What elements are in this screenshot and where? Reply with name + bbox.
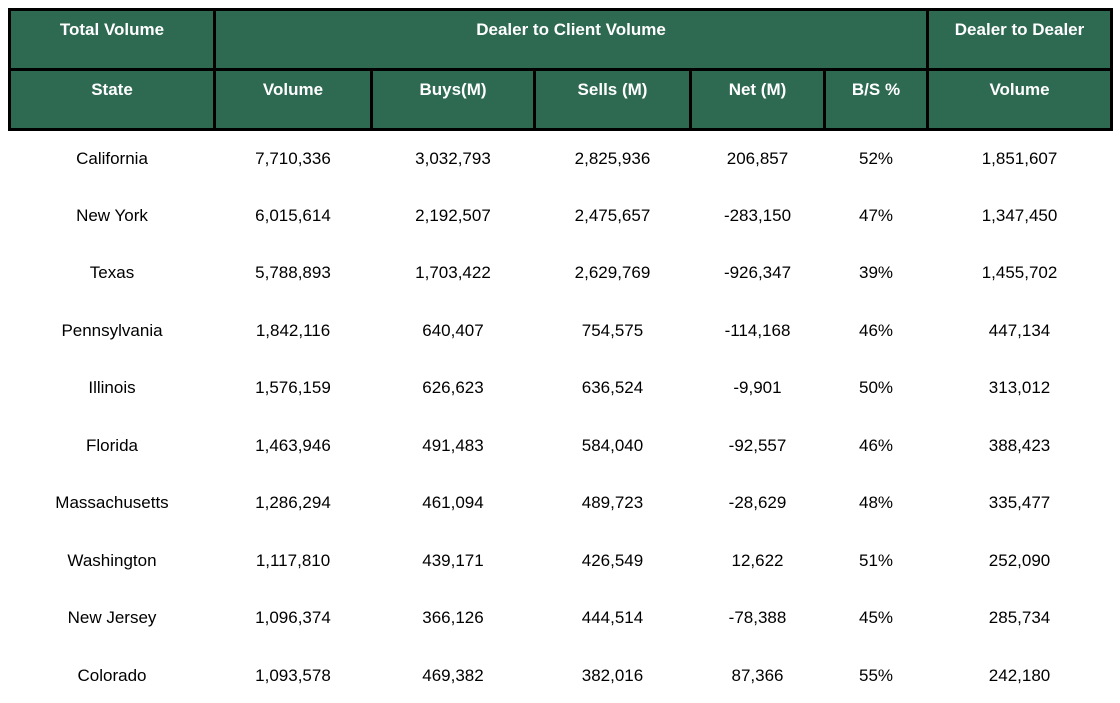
cell-net_m: 12,622: [690, 532, 825, 590]
cell-net_m: 87,366: [690, 647, 825, 703]
cell-buys_m: 2,192,507: [371, 187, 535, 245]
cell-d2d_volume: 335,477: [927, 474, 1112, 532]
cell-bs_pct: 55%: [824, 647, 928, 703]
cell-d2d_volume: 252,090: [927, 532, 1112, 590]
column-header-d2d-volume: Volume: [926, 68, 1114, 131]
cell-state: Illinois: [9, 359, 215, 417]
cell-d2d_volume: 447,134: [927, 302, 1112, 360]
cell-net_m: -28,629: [690, 474, 825, 532]
table-row: Massachusetts 1,286,294 461,094 489,723 -28,…: [9, 474, 1112, 532]
cell-bs_pct: 45%: [824, 589, 928, 647]
cell-net_m: -78,388: [690, 589, 825, 647]
cell-d2d_volume: 1,347,450: [927, 187, 1112, 245]
cell-state: New York: [9, 187, 215, 245]
table-body: California 7,710,336 3,032,793 2,825,936 206…: [9, 129, 1112, 703]
header-group-row: Total Volume Dealer to Client Volume Dea…: [8, 8, 1114, 71]
cell-buys_m: 439,171: [371, 532, 535, 590]
cell-bs_pct: 39%: [824, 244, 928, 302]
header-columns-row: State Volume Buys(M) Sells (M) Net (M) B…: [8, 68, 1114, 131]
cell-bs_pct: 50%: [824, 359, 928, 417]
cell-sells_m: 426,549: [534, 532, 691, 590]
cell-d2d_volume: 1,455,702: [927, 244, 1112, 302]
header-dealer-to-client-volume: Dealer to Client Volume: [212, 8, 930, 71]
cell-net_m: -9,901: [690, 359, 825, 417]
column-header-buys-m: Buys(M): [370, 68, 536, 131]
cell-bs_pct: 52%: [824, 129, 928, 187]
column-header-bs-pct: B/S %: [822, 68, 930, 131]
cell-bs_pct: 51%: [824, 532, 928, 590]
table-row: Florida 1,463,946 491,483 584,040 -92,557 46%…: [9, 417, 1112, 475]
cell-bs_pct: 46%: [824, 417, 928, 475]
cell-sells_m: 444,514: [534, 589, 691, 647]
cell-volume: 1,093,578: [214, 647, 372, 703]
cell-buys_m: 461,094: [371, 474, 535, 532]
cell-sells_m: 2,629,769: [534, 244, 691, 302]
cell-sells_m: 2,475,657: [534, 187, 691, 245]
cell-state: Pennsylvania: [9, 302, 215, 360]
table-row: Illinois 1,576,159 626,623 636,524 -9,901 50%…: [9, 359, 1112, 417]
cell-sells_m: 2,825,936: [534, 129, 691, 187]
cell-d2d_volume: 313,012: [927, 359, 1112, 417]
column-header-sells-m: Sells (M): [533, 68, 692, 131]
cell-volume: 5,788,893: [214, 244, 372, 302]
cell-volume: 1,576,159: [214, 359, 372, 417]
cell-d2d_volume: 285,734: [927, 589, 1112, 647]
cell-d2d_volume: 388,423: [927, 417, 1112, 475]
cell-net_m: -114,168: [690, 302, 825, 360]
table-row: Pennsylvania 1,842,116 640,407 754,575 -114,…: [9, 302, 1112, 360]
cell-net_m: -92,557: [690, 417, 825, 475]
cell-sells_m: 489,723: [534, 474, 691, 532]
cell-state: Washington: [9, 532, 215, 590]
cell-net_m: 206,857: [690, 129, 825, 187]
cell-buys_m: 469,382: [371, 647, 535, 703]
cell-buys_m: 3,032,793: [371, 129, 535, 187]
table-row: Washington 1,117,810 439,171 426,549 12,622 5…: [9, 532, 1112, 590]
table-row: Colorado 1,093,578 469,382 382,016 87,366 55%…: [9, 647, 1112, 703]
cell-sells_m: 754,575: [534, 302, 691, 360]
cell-buys_m: 1,703,422: [371, 244, 535, 302]
cell-d2d_volume: 242,180: [927, 647, 1112, 703]
table-row: New York 6,015,614 2,192,507 2,475,657 -283,…: [9, 187, 1112, 245]
cell-volume: 1,463,946: [214, 417, 372, 475]
cell-volume: 1,096,374: [214, 589, 372, 647]
cell-state: Massachusetts: [9, 474, 215, 532]
cell-state: Colorado: [9, 647, 215, 703]
table-row: New Jersey 1,096,374 366,126 444,514 -78,388…: [9, 589, 1112, 647]
column-header-net-m: Net (M): [689, 68, 826, 131]
cell-volume: 6,015,614: [214, 187, 372, 245]
cell-sells_m: 584,040: [534, 417, 691, 475]
cell-state: California: [9, 129, 215, 187]
cell-volume: 1,117,810: [214, 532, 372, 590]
cell-volume: 1,286,294: [214, 474, 372, 532]
cell-sells_m: 636,524: [534, 359, 691, 417]
table-header: Total Volume Dealer to Client Volume Dea…: [8, 8, 1114, 131]
cell-d2d_volume: 1,851,607: [927, 129, 1112, 187]
cell-net_m: -283,150: [690, 187, 825, 245]
cell-buys_m: 366,126: [371, 589, 535, 647]
cell-bs_pct: 47%: [824, 187, 928, 245]
cell-state: Texas: [9, 244, 215, 302]
header-total-volume: Total Volume: [8, 8, 216, 71]
cell-bs_pct: 48%: [824, 474, 928, 532]
cell-volume: 1,842,116: [214, 302, 372, 360]
cell-buys_m: 491,483: [371, 417, 535, 475]
state-volume-table: Total Volume Dealer to Client Volume Dea…: [8, 8, 1114, 703]
column-header-state: State: [8, 68, 216, 131]
cell-volume: 7,710,336: [214, 129, 372, 187]
header-dealer-to-dealer: Dealer to Dealer: [926, 8, 1114, 71]
cell-state: Florida: [9, 417, 215, 475]
cell-buys_m: 626,623: [371, 359, 535, 417]
cell-bs_pct: 46%: [824, 302, 928, 360]
cell-buys_m: 640,407: [371, 302, 535, 360]
table-row: California 7,710,336 3,032,793 2,825,936 206…: [9, 129, 1112, 187]
cell-sells_m: 382,016: [534, 647, 691, 703]
column-header-volume: Volume: [213, 68, 373, 131]
table-row: Texas 5,788,893 1,703,422 2,629,769 -926,347…: [9, 244, 1112, 302]
cell-net_m: -926,347: [690, 244, 825, 302]
cell-state: New Jersey: [9, 589, 215, 647]
